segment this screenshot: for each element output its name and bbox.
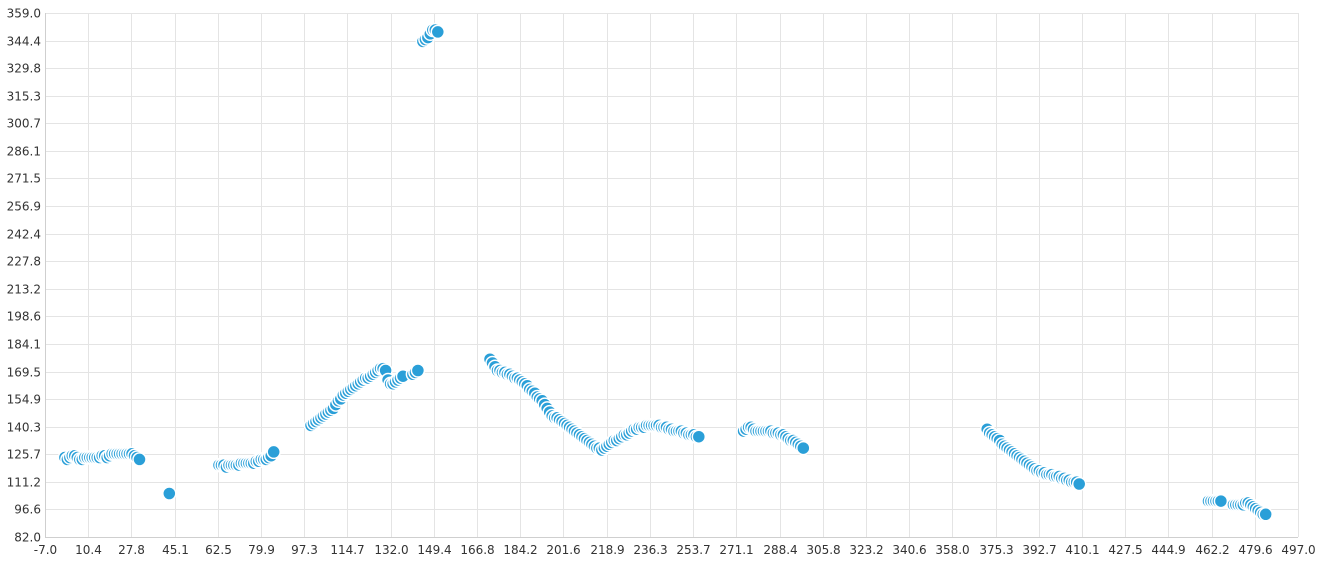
x-tick-label: 97.3 [291,543,318,557]
y-tick-label: 154.9 [7,393,41,407]
x-tick-label: 271.1 [719,543,753,557]
x-tick-label: 444.9 [1151,543,1185,557]
data-point [796,440,811,456]
y-tick-label: 111.2 [7,476,41,490]
y-tick-label: 300.7 [7,117,41,131]
x-tick-label: 305.8 [806,543,840,557]
y-tick-label: 82.0 [14,531,41,545]
y-tick-label: 359.0 [7,7,41,21]
x-tick-label: 497.0 [1281,543,1315,557]
data-point [691,429,707,444]
x-tick-label: 218.9 [590,543,624,557]
x-tick-label: 79.9 [248,543,275,557]
x-tick-label: 392.7 [1022,543,1056,557]
x-tick-label: 201.6 [546,543,580,557]
y-tick-label: 271.5 [7,172,41,186]
x-tick-label: 10.4 [75,543,102,557]
y-tick-label: 256.9 [7,200,41,214]
data-point [132,452,147,467]
y-tick-label: 96.6 [14,503,41,517]
x-tick-label: 253.7 [676,543,710,557]
x-tick-label: 236.3 [633,543,667,557]
x-tick-label: 410.1 [1065,543,1099,557]
axes: -7.0 10.4 27.8 45.1 62.5 79.9 97.3 114.7 132.0 14… [7,7,1316,558]
x-tick-label: 45.1 [162,543,189,557]
x-tick-label: 340.6 [892,543,926,557]
x-tick-label: 427.5 [1108,543,1142,557]
y-tick-label: 140.3 [7,421,41,435]
y-tick-label: 198.6 [7,310,41,324]
y-tick-label: 329.8 [7,62,41,76]
x-tick-label: 288.4 [763,543,797,557]
x-tick-label: -7.0 [34,543,57,557]
x-tick-label: 323.2 [849,543,883,557]
x-tick-label: 358.0 [935,543,969,557]
x-tick-label: 27.8 [118,543,145,557]
data-point [1071,476,1087,492]
x-tick-label: 62.5 [205,543,232,557]
y-tick-label: 184.1 [7,338,41,352]
data-points [57,22,1273,522]
data-point [410,363,426,378]
y-tick-label: 227.8 [7,255,41,269]
data-point [266,444,281,460]
x-tick-label: 166.8 [460,543,494,557]
x-tick-label: 375.3 [979,543,1013,557]
y-tick-label: 125.7 [7,448,41,462]
y-tick-label: 242.4 [7,228,41,242]
data-point [1258,507,1273,522]
y-tick-label: 213.2 [7,283,41,297]
y-tick-label: 315.3 [7,90,41,104]
x-tick-label: 149.4 [417,543,451,557]
y-tick-label: 344.4 [7,35,41,49]
x-tick-label: 184.2 [503,543,537,557]
x-tick-label: 479.6 [1238,543,1272,557]
x-tick-label: 114.7 [330,543,364,557]
x-tick-label: 132.0 [374,543,408,557]
x-tick-label: 462.2 [1195,543,1229,557]
y-tick-label: 286.1 [7,145,41,159]
data-point [1213,493,1229,509]
y-tick-label: 169.5 [7,366,41,380]
data-point [162,486,177,501]
data-point [430,24,446,40]
